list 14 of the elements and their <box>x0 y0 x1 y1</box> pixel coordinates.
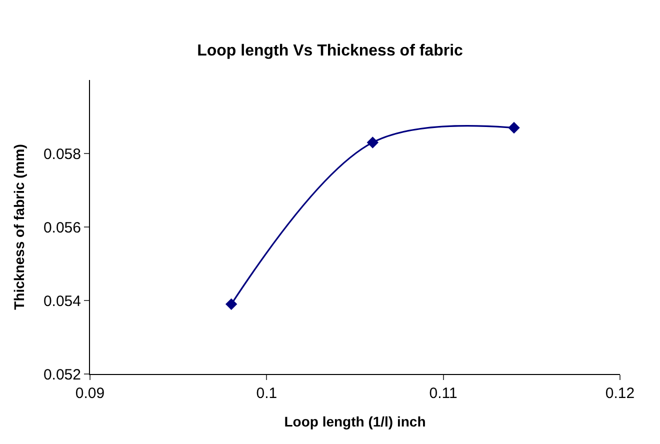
chart-title: Loop length Vs Thickness of fabric <box>197 42 464 60</box>
y-axis-title: Thickness of fabric (mm) <box>11 144 28 310</box>
point <box>225 298 238 310</box>
x-tick-label: 0.1 <box>256 385 278 402</box>
point <box>366 136 379 148</box>
x-tick-label: 0.09 <box>75 385 105 402</box>
y-tick-label: 0.054 <box>43 292 81 310</box>
y-tick-label: 0.056 <box>43 219 81 236</box>
x-tick-label: 0.11 <box>429 385 458 402</box>
y-tick-label: 0.058 <box>43 146 81 163</box>
x-tick-label: 0.12 <box>605 385 635 402</box>
x-axis-title: Loop length (1/l) inch <box>284 413 426 430</box>
point <box>508 122 520 134</box>
y-tick-label: 0.052 <box>43 366 81 384</box>
